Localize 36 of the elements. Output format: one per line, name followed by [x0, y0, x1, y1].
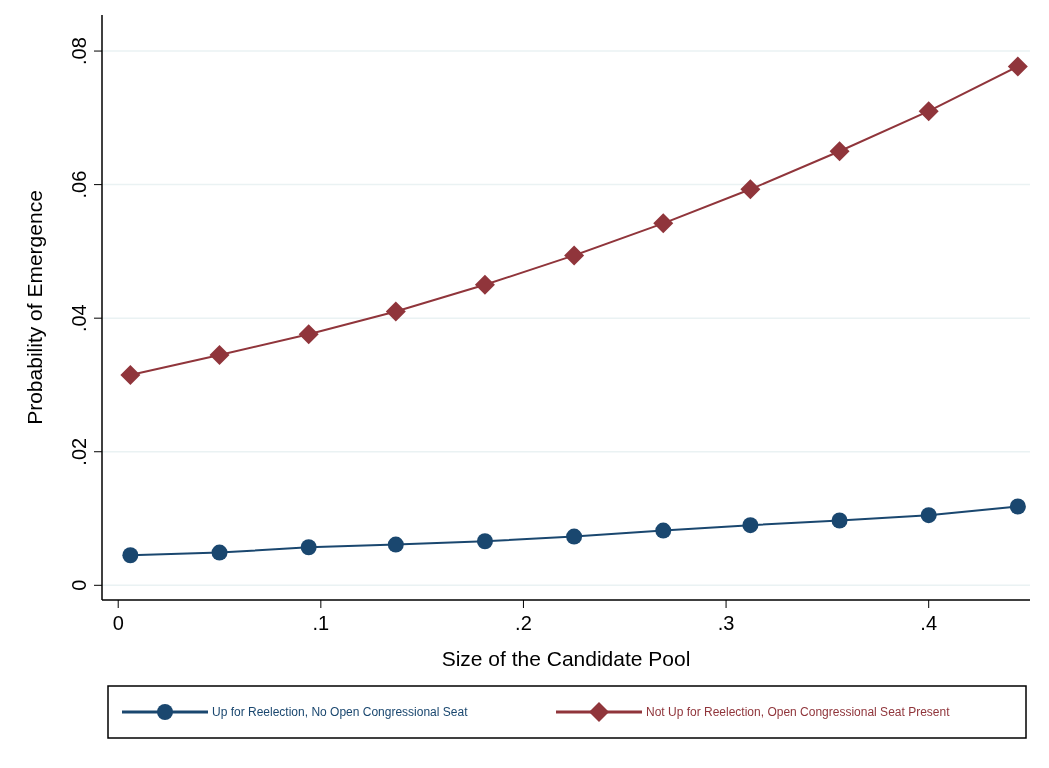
point: [385, 301, 406, 322]
point: [829, 141, 850, 162]
x-tick-label: .2: [515, 612, 532, 634]
y-tick-label: .02: [68, 437, 90, 466]
point: [211, 544, 228, 561]
point: [831, 512, 848, 529]
point: [122, 547, 139, 564]
text: Up for Reelection, No Open Congressional Seat: [212, 705, 469, 719]
x-tick-label: 0: [112, 612, 124, 634]
point: [918, 101, 939, 122]
point: [476, 533, 493, 550]
text: Not Up for Reelection, Open Congressional Seat Present: [646, 705, 951, 719]
point: [653, 213, 674, 234]
point: [920, 507, 937, 524]
point: [1009, 498, 1026, 515]
point: [742, 517, 759, 534]
x-axis-title: Size of the Candidate Pool: [441, 647, 691, 670]
point: [387, 536, 404, 553]
point: [209, 344, 230, 365]
y-tick-label: .08: [68, 37, 90, 65]
x-tick-label: .1: [312, 612, 330, 634]
point: [655, 522, 672, 539]
point: [1007, 56, 1028, 77]
x-tick-label: .3: [717, 612, 735, 634]
point: [740, 179, 761, 200]
y-tick-label: .06: [68, 170, 90, 199]
y-axis-title: Probability of Emergence: [23, 190, 46, 425]
point: [564, 245, 585, 266]
y-tick-label: 0: [68, 579, 90, 591]
point: [300, 539, 317, 556]
point: [474, 274, 495, 295]
y-tick-label: .04: [68, 304, 90, 333]
point: [566, 528, 583, 545]
point: [298, 324, 319, 345]
point: [120, 364, 141, 385]
x-tick-label: .4: [920, 612, 938, 634]
